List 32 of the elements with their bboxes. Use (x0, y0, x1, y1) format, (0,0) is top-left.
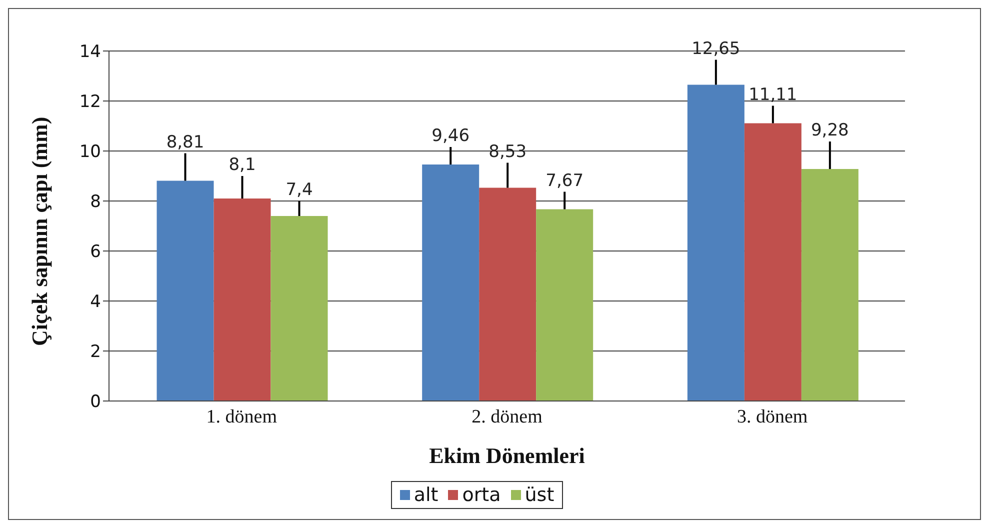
bar (479, 188, 536, 401)
bar (744, 123, 802, 401)
y-tick-label: 12 (79, 92, 101, 112)
y-tick-label: 6 (90, 242, 101, 262)
data-label: 11,11 (748, 84, 798, 105)
y-tick-label: 8 (90, 192, 101, 212)
x-tick-label: 1. dönem (206, 406, 278, 428)
y-axis-title: Çiçek sapının çapı (mm) (26, 116, 52, 346)
bar (214, 198, 271, 401)
legend-label: üst (524, 484, 554, 506)
bar (270, 216, 328, 401)
bar (536, 209, 594, 401)
data-label: 7,67 (546, 170, 584, 191)
bar (687, 84, 744, 401)
data-label: 9,46 (432, 126, 470, 146)
bar (156, 180, 214, 401)
y-tick-label: 14 (79, 42, 101, 62)
x-axis-title: Ekim Dönemleri (429, 443, 585, 468)
data-label: 9,28 (810, 120, 849, 140)
legend-label: orta (461, 484, 501, 506)
bar (422, 164, 480, 401)
data-label: 8,1 (228, 155, 256, 175)
y-tick-label: 4 (90, 292, 101, 312)
x-tick-label: 3. dönem (736, 406, 808, 428)
data-label: 7,4 (286, 180, 313, 200)
y-tick-label: 2 (90, 342, 101, 362)
data-label: 8,81 (166, 132, 204, 152)
y-tick-label: 10 (79, 142, 101, 162)
bar (801, 169, 858, 401)
x-tick-label: 2. dönem (472, 406, 543, 428)
legend-label: alt (412, 484, 438, 506)
y-tick-label: 0 (90, 392, 101, 412)
